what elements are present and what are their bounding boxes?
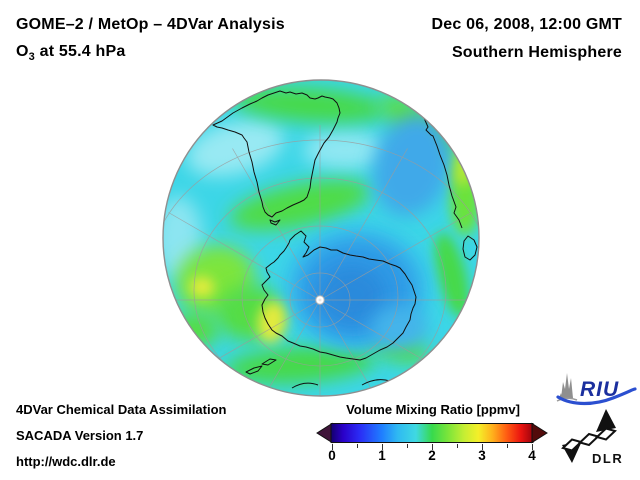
coastline-madagascar	[462, 235, 478, 261]
coastline-australia	[291, 379, 391, 389]
hill-line	[556, 397, 578, 402]
graticule	[163, 125, 479, 396]
colorbar-ticks	[0, 444, 640, 452]
colorbar-tick-label: 1	[378, 448, 386, 463]
coastline-new-zealand	[245, 358, 277, 375]
coastline-tasmania	[427, 365, 441, 372]
hemisphere-label: Southern Hemisphere	[451, 44, 622, 61]
dlr-label: DLR	[592, 451, 623, 466]
colorbar-left-arrow	[316, 422, 333, 444]
colorbar-labels: 0 1 2 3 4	[0, 448, 640, 466]
pressure-level: at 55.4 hPa	[34, 43, 126, 60]
colorbar-tick-label: 2	[428, 448, 436, 463]
page-title: GOME–2 / MetOp – 4DVar Analysis	[16, 16, 285, 33]
river-wave-icon	[556, 387, 637, 406]
colorbar-title: Volume Mixing Ratio [ppmv]	[346, 402, 520, 417]
url-label: http://wdc.dlr.de	[16, 454, 116, 469]
colorbar-right-arrow	[531, 422, 548, 444]
colorbar-tick-label: 3	[478, 448, 486, 463]
globe-rim	[162, 79, 480, 397]
species-level-label: O3 at 55.4 hPa	[16, 43, 125, 63]
globe-map	[162, 79, 480, 397]
assimilation-label: 4DVar Chemical Data Assimilation	[16, 402, 227, 417]
colorbar-tick-label: 0	[328, 448, 336, 463]
coastline-antarctica	[261, 230, 417, 361]
coastline-south-america	[212, 90, 341, 218]
species-subscript: 3	[28, 51, 35, 64]
colorbar	[316, 422, 548, 444]
coastline-tierra-del-fuego	[269, 219, 281, 226]
colorbar-gradient	[330, 423, 534, 443]
species-symbol: O	[16, 43, 29, 60]
colorbar-tick-label: 4	[528, 448, 536, 463]
cathedral-icon	[559, 373, 573, 398]
datetime-label: Dec 06, 2008, 12:00 GMT	[431, 16, 622, 33]
riu-logo: RIU	[556, 373, 637, 406]
pole-marker	[315, 295, 325, 305]
dlr-logo: DLR	[561, 409, 623, 466]
dlr-emblem-icon	[561, 409, 617, 463]
riu-label: RIU	[580, 378, 619, 401]
version-label: SACADA Version 1.7	[16, 428, 144, 443]
ozone-field-blobs	[163, 87, 479, 384]
